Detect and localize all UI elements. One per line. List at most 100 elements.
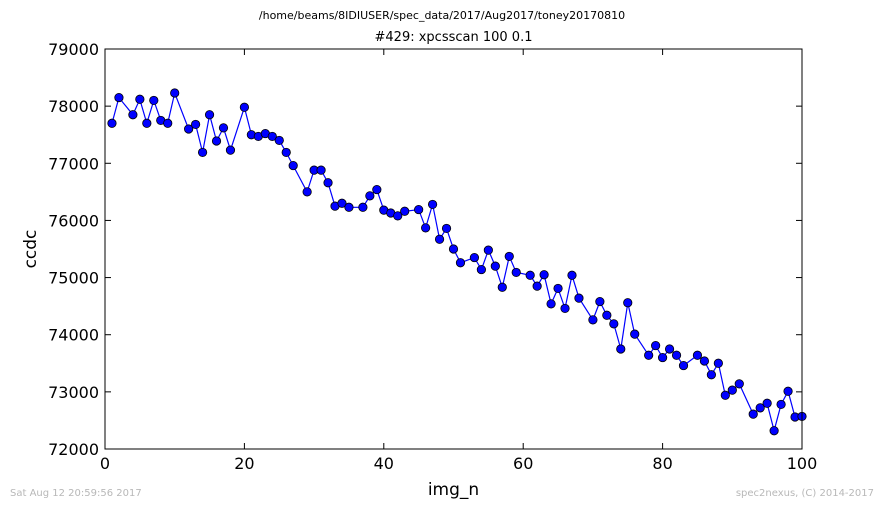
data-point xyxy=(149,95,159,106)
data-point xyxy=(699,356,710,366)
data-point xyxy=(692,350,703,360)
data-point xyxy=(630,329,640,339)
data-point xyxy=(664,344,675,354)
data-point xyxy=(441,223,452,234)
data-point xyxy=(595,296,605,307)
data-point xyxy=(302,187,312,197)
data-point xyxy=(525,270,535,280)
data-point xyxy=(274,135,284,146)
data-point xyxy=(657,352,668,363)
data-point xyxy=(713,358,723,368)
plot-frame xyxy=(104,48,803,450)
y-tick-label: 77000 xyxy=(48,154,99,173)
data-point xyxy=(365,191,375,201)
data-point xyxy=(567,270,577,280)
data-point xyxy=(239,102,249,112)
data-point xyxy=(218,123,229,133)
data-point xyxy=(553,283,563,294)
x-tick-label: 20 xyxy=(234,454,254,473)
data-point xyxy=(671,350,682,360)
timestamp: Sat Aug 12 20:59:56 2017 xyxy=(10,488,142,499)
data-point xyxy=(776,399,786,410)
data-point xyxy=(455,258,466,268)
data-point xyxy=(727,385,737,395)
data-point xyxy=(504,251,514,262)
data-point xyxy=(755,403,765,413)
data-point xyxy=(539,270,549,280)
data-point xyxy=(734,379,744,389)
data-point xyxy=(783,386,793,396)
data-point xyxy=(490,261,500,271)
data-point xyxy=(483,245,493,255)
data-point xyxy=(644,350,654,360)
y-axis-label: ccdc xyxy=(21,230,41,269)
data-point xyxy=(288,160,298,171)
x-tick-label: 60 xyxy=(513,454,533,473)
y-tick-label: 78000 xyxy=(48,97,99,116)
data-point xyxy=(414,204,424,215)
data-point xyxy=(511,267,521,278)
data-point xyxy=(163,118,173,128)
series-line xyxy=(111,90,803,434)
data-point xyxy=(316,165,326,175)
data-point xyxy=(197,147,208,158)
data-point xyxy=(400,206,410,216)
data-point xyxy=(720,390,730,400)
data-point xyxy=(497,282,507,292)
data-point xyxy=(225,145,236,155)
data-point xyxy=(393,211,403,221)
data-point xyxy=(588,315,598,325)
data-point xyxy=(560,303,570,314)
data-point xyxy=(448,244,459,254)
y-tick-label: 79000 xyxy=(48,40,99,59)
data-point xyxy=(421,223,431,233)
data-point xyxy=(323,178,333,188)
credit-text: spec2nexus, (C) 2014-2017 xyxy=(735,488,874,499)
data-point xyxy=(114,92,124,103)
data-point xyxy=(128,110,138,120)
data-point xyxy=(170,88,180,98)
data-point xyxy=(344,202,354,212)
data-point xyxy=(616,344,626,354)
x-tick-label: 80 xyxy=(652,454,672,473)
y-tick-label: 75000 xyxy=(48,269,99,288)
x-tick-label: 100 xyxy=(787,454,818,473)
y-tick-label: 73000 xyxy=(48,383,99,402)
data-point xyxy=(281,147,291,158)
data-point xyxy=(651,340,661,351)
data-point xyxy=(476,264,486,275)
data-point xyxy=(135,94,145,104)
data-point xyxy=(337,198,347,208)
data-point xyxy=(706,370,716,380)
data-point xyxy=(191,119,201,130)
file-path-title: /home/beams/8IDIUSER/spec_data/2017/Aug2… xyxy=(258,9,626,22)
y-tick-label: 72000 xyxy=(48,440,99,459)
data-point xyxy=(532,281,542,291)
data-point xyxy=(184,124,194,134)
y-tick-label: 76000 xyxy=(48,211,99,230)
data-point xyxy=(267,131,277,142)
data-point xyxy=(609,319,619,329)
plot-layer xyxy=(107,88,807,436)
data-point xyxy=(623,298,633,308)
data-point xyxy=(372,184,382,195)
data-point xyxy=(678,360,689,371)
data-point xyxy=(358,202,368,212)
data-point xyxy=(769,426,779,436)
data-point xyxy=(762,398,772,408)
y-tick-label: 74000 xyxy=(48,326,99,345)
data-point xyxy=(211,136,222,146)
data-point xyxy=(546,299,556,309)
data-point xyxy=(602,310,612,320)
data-point xyxy=(434,234,445,244)
data-point xyxy=(574,293,584,303)
scan-title: #429: xpcsscan 100 0.1 xyxy=(374,30,533,45)
ticks-layer: 0 20 40 60 80 100 72000 73000 74000 75000 76000 770… xyxy=(48,40,817,473)
data-point xyxy=(204,110,215,120)
data-point xyxy=(142,118,152,128)
x-axis-label: img_n xyxy=(428,480,479,500)
data-point xyxy=(107,118,117,128)
x-tick-label: 40 xyxy=(374,454,394,473)
data-point xyxy=(427,199,438,210)
